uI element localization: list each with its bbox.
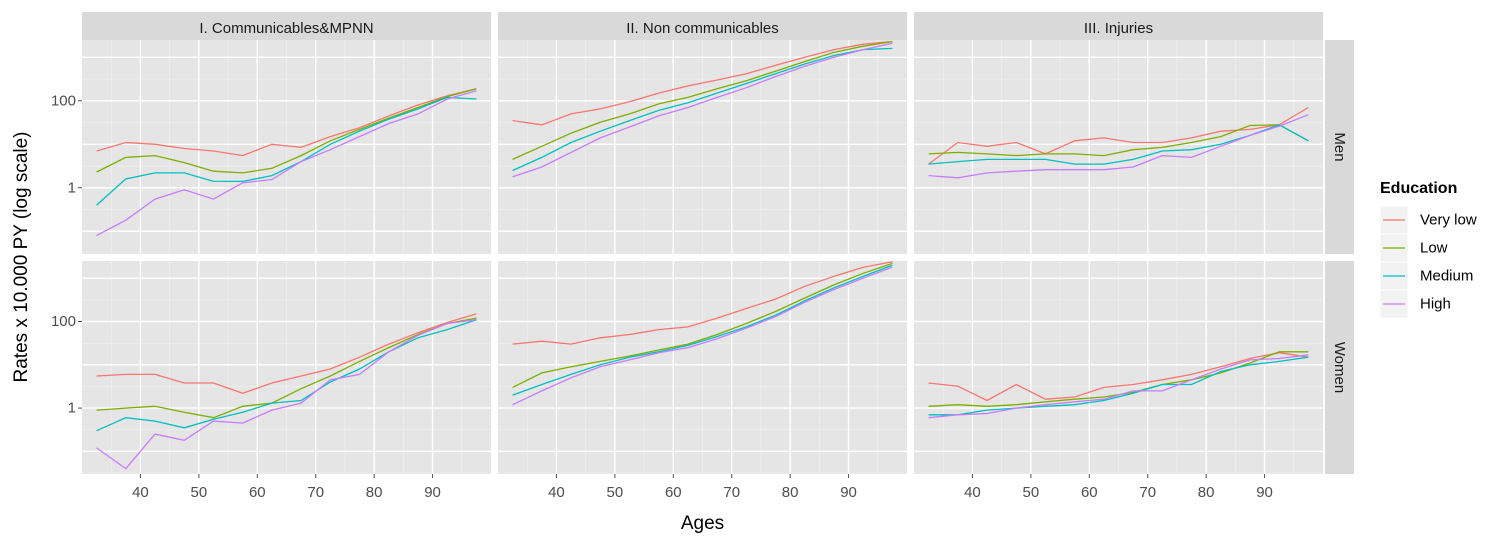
- x-tick-label: 40: [548, 484, 565, 501]
- legend-title: Education: [1380, 180, 1457, 197]
- facet-strip-label: Men: [1331, 132, 1348, 161]
- x-tick-label: 90: [840, 484, 857, 501]
- series-line-very-low: [96, 88, 477, 157]
- series-line-high: [928, 354, 1309, 419]
- legend-label: High: [1420, 296, 1451, 313]
- x-tick-label: 80: [1198, 484, 1215, 501]
- x-tick-label: 50: [191, 484, 208, 501]
- x-tick-label: 80: [366, 484, 383, 501]
- facet-strip-column: [914, 12, 1323, 40]
- y-tick-label: 1: [68, 179, 76, 196]
- series-line-very-low: [928, 106, 1309, 165]
- facet-strip-label: II. Non communicables: [626, 20, 779, 37]
- series-line-high: [96, 90, 477, 237]
- series-line-medium: [512, 264, 893, 396]
- series-line-low: [96, 88, 477, 174]
- series-line-low: [512, 262, 893, 388]
- x-tick-label: 70: [307, 484, 324, 501]
- x-tick-label: 70: [1139, 484, 1156, 501]
- series-line-low: [928, 124, 1309, 157]
- series-line-medium: [928, 356, 1309, 416]
- series-line-high: [512, 42, 893, 178]
- x-tick-label: 70: [723, 484, 740, 501]
- x-tick-label: 40: [132, 484, 149, 501]
- x-tick-label: 60: [1081, 484, 1098, 501]
- x-tick-label: 40: [964, 484, 981, 501]
- facet-strip-row: [1325, 261, 1354, 474]
- x-tick-label: 90: [424, 484, 441, 501]
- facet-strip-label: Women: [1331, 342, 1348, 393]
- series-line-very-low: [512, 261, 893, 345]
- series-line-high: [512, 266, 893, 406]
- panel: [82, 261, 491, 474]
- x-tick-label: 60: [665, 484, 682, 501]
- series-line-medium: [512, 47, 893, 172]
- series-line-very-low: [96, 313, 477, 394]
- y-tick-label: 100: [51, 313, 76, 330]
- panel: [498, 40, 907, 254]
- panel: [82, 40, 491, 254]
- legend-label: Very low: [1420, 212, 1477, 229]
- x-tick-label: 90: [1256, 484, 1273, 501]
- x-tick-label: 60: [249, 484, 266, 501]
- x-tick-label: 80: [782, 484, 799, 501]
- series-line-low: [96, 317, 477, 419]
- y-tick-label: 1: [68, 400, 76, 417]
- y-axis-title: Rates x 10.000 PY (log scale): [11, 131, 32, 382]
- legend-label: Low: [1420, 240, 1448, 257]
- series-line-medium: [96, 96, 477, 206]
- facet-strip-column: [82, 12, 491, 40]
- facet-strip-row: [1325, 40, 1354, 254]
- x-tick-label: 50: [607, 484, 624, 501]
- series-line-very-low: [512, 40, 893, 126]
- x-tick-label: 50: [1023, 484, 1040, 501]
- facet-strip-label: I. Communicables&MPNN: [199, 20, 373, 37]
- series-line-high: [96, 319, 477, 470]
- legend-label: Medium: [1420, 268, 1473, 285]
- series-line-medium: [96, 319, 477, 432]
- legend: Education Very low Low Medium High: [1379, 180, 1477, 319]
- series-line-very-low: [928, 352, 1309, 402]
- facet-strip-column: [498, 12, 907, 40]
- panel: [914, 40, 1323, 254]
- panel: [914, 261, 1323, 474]
- series-line-high: [928, 114, 1309, 179]
- series-line-low: [512, 40, 893, 160]
- y-tick-label: 100: [51, 92, 76, 109]
- facet-strip-label: III. Injuries: [1084, 20, 1153, 37]
- x-axis-title: Ages: [681, 513, 724, 534]
- panel: [498, 261, 907, 474]
